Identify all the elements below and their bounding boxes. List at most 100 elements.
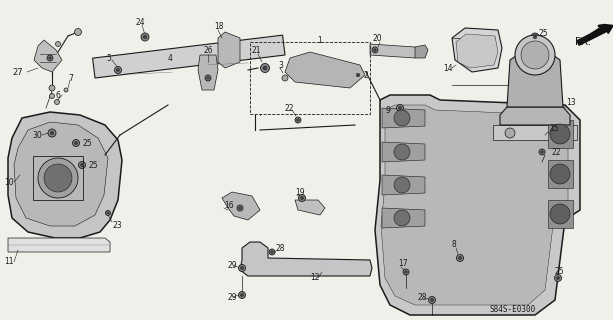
Circle shape bbox=[271, 251, 273, 253]
Text: 28: 28 bbox=[276, 244, 286, 252]
Circle shape bbox=[403, 269, 409, 275]
Text: S84S-E0300: S84S-E0300 bbox=[490, 306, 536, 315]
Text: 29: 29 bbox=[228, 292, 238, 301]
Circle shape bbox=[531, 33, 539, 41]
Polygon shape bbox=[285, 52, 365, 88]
Text: FR.: FR. bbox=[575, 37, 591, 47]
Circle shape bbox=[533, 35, 537, 39]
Circle shape bbox=[64, 88, 68, 92]
Circle shape bbox=[238, 265, 245, 271]
Bar bbox=[250, 42, 370, 114]
Circle shape bbox=[237, 205, 243, 211]
Circle shape bbox=[207, 77, 210, 79]
Circle shape bbox=[297, 119, 299, 121]
Circle shape bbox=[48, 129, 56, 137]
Circle shape bbox=[80, 164, 83, 167]
Text: 25: 25 bbox=[555, 267, 565, 276]
Circle shape bbox=[550, 124, 570, 144]
Text: 21: 21 bbox=[252, 45, 262, 54]
Text: 11: 11 bbox=[4, 258, 13, 267]
Circle shape bbox=[354, 71, 362, 79]
Circle shape bbox=[238, 207, 242, 209]
Polygon shape bbox=[452, 28, 502, 72]
Circle shape bbox=[299, 195, 305, 202]
Text: 22: 22 bbox=[552, 148, 562, 156]
Text: 10: 10 bbox=[4, 178, 13, 187]
Polygon shape bbox=[8, 238, 110, 252]
Circle shape bbox=[394, 144, 410, 160]
Polygon shape bbox=[14, 122, 108, 226]
Text: 29: 29 bbox=[228, 260, 238, 269]
Circle shape bbox=[49, 85, 55, 91]
Text: 23: 23 bbox=[112, 220, 121, 229]
Circle shape bbox=[240, 293, 243, 297]
Bar bbox=[548, 200, 573, 228]
Circle shape bbox=[263, 66, 267, 70]
Circle shape bbox=[356, 73, 360, 77]
Polygon shape bbox=[93, 35, 285, 78]
Circle shape bbox=[374, 49, 376, 51]
Polygon shape bbox=[295, 200, 325, 215]
Text: 12: 12 bbox=[310, 274, 319, 283]
Circle shape bbox=[459, 256, 462, 260]
Polygon shape bbox=[8, 112, 122, 238]
Polygon shape bbox=[382, 208, 425, 228]
Circle shape bbox=[141, 33, 149, 41]
Polygon shape bbox=[370, 44, 420, 58]
Text: 25: 25 bbox=[82, 139, 91, 148]
Circle shape bbox=[397, 105, 403, 111]
Circle shape bbox=[428, 297, 435, 303]
Polygon shape bbox=[34, 40, 62, 72]
Text: 8: 8 bbox=[452, 239, 457, 249]
Polygon shape bbox=[507, 55, 563, 107]
Circle shape bbox=[269, 249, 275, 255]
Circle shape bbox=[238, 292, 245, 299]
Circle shape bbox=[116, 68, 120, 72]
Polygon shape bbox=[222, 192, 260, 220]
Circle shape bbox=[515, 35, 555, 75]
Polygon shape bbox=[382, 108, 425, 128]
Text: 1: 1 bbox=[317, 36, 322, 44]
Circle shape bbox=[394, 110, 410, 126]
Text: 24: 24 bbox=[135, 18, 145, 27]
Text: 19: 19 bbox=[295, 188, 305, 196]
Circle shape bbox=[261, 63, 270, 73]
Circle shape bbox=[550, 164, 570, 184]
Circle shape bbox=[457, 254, 463, 261]
FancyArrow shape bbox=[577, 25, 613, 45]
Circle shape bbox=[56, 42, 61, 46]
Text: 25: 25 bbox=[539, 28, 549, 37]
Circle shape bbox=[50, 93, 55, 99]
Circle shape bbox=[115, 67, 121, 74]
Circle shape bbox=[555, 275, 562, 282]
Circle shape bbox=[50, 131, 54, 135]
Bar bbox=[548, 160, 573, 188]
Circle shape bbox=[405, 271, 408, 273]
Polygon shape bbox=[375, 95, 580, 315]
Circle shape bbox=[72, 140, 80, 147]
Circle shape bbox=[48, 57, 51, 59]
Polygon shape bbox=[456, 34, 498, 68]
Text: 22: 22 bbox=[285, 103, 294, 113]
Circle shape bbox=[332, 67, 338, 74]
Circle shape bbox=[205, 75, 211, 81]
Text: 26: 26 bbox=[204, 45, 213, 54]
Text: 9: 9 bbox=[385, 106, 390, 115]
Circle shape bbox=[550, 204, 570, 224]
Polygon shape bbox=[198, 55, 218, 90]
Circle shape bbox=[105, 211, 110, 215]
Polygon shape bbox=[500, 107, 570, 125]
Circle shape bbox=[300, 196, 303, 200]
Circle shape bbox=[295, 117, 301, 123]
Text: 16: 16 bbox=[224, 201, 234, 210]
Text: 3: 3 bbox=[278, 60, 283, 69]
Text: 18: 18 bbox=[214, 21, 224, 30]
Text: 5: 5 bbox=[106, 53, 111, 62]
Circle shape bbox=[430, 299, 433, 301]
Circle shape bbox=[38, 158, 78, 198]
Circle shape bbox=[47, 55, 53, 61]
Polygon shape bbox=[218, 32, 240, 68]
Circle shape bbox=[550, 128, 560, 138]
Text: 4: 4 bbox=[168, 53, 173, 62]
Circle shape bbox=[44, 164, 72, 192]
